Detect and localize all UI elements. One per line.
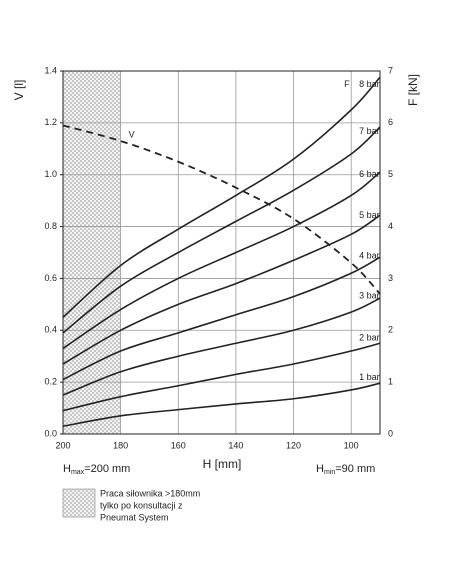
- y2-tick-label: 7: [388, 65, 393, 75]
- x-tick-label: 140: [228, 440, 243, 450]
- series-label: V: [129, 129, 135, 139]
- series-label: 7 bar: [359, 126, 380, 136]
- y2-tick-label: 0: [388, 428, 393, 438]
- y-axis-title: V [l]: [12, 80, 26, 101]
- h-min: Hmin=90 mm: [316, 463, 375, 476]
- y-tick-label: 0.8: [44, 221, 57, 231]
- h-max: Hmax=200 mm: [63, 463, 130, 476]
- series-label: 1 bar: [359, 372, 380, 382]
- y-tick-label: 1.0: [44, 169, 57, 179]
- h-symbol: H: [316, 463, 324, 475]
- y2-tick-label: 6: [388, 117, 393, 127]
- plot-frame: [62, 70, 381, 435]
- x-tick-label: 180: [113, 440, 128, 450]
- series-line: [62, 297, 381, 396]
- note-swatch: [62, 488, 96, 518]
- x-tick-label: 160: [171, 440, 186, 450]
- h-text: =200 mm: [84, 463, 130, 475]
- note-line: tylko po konsultacji z: [100, 500, 183, 510]
- series-label: 4 bar: [359, 251, 380, 261]
- x-tick-label: 120: [286, 440, 301, 450]
- series-line: [62, 256, 381, 381]
- y-tick-label: 0.4: [44, 325, 57, 335]
- y2-tick-label: 4: [388, 221, 393, 231]
- y-tick-label: 0.2: [44, 377, 57, 387]
- series-label: 6 bar: [359, 169, 380, 179]
- series-line: [62, 124, 381, 295]
- series-line: [62, 171, 381, 350]
- y-tick-label: 1.2: [44, 117, 57, 127]
- note-line: Pneumat System: [100, 512, 169, 522]
- y-tick-label: 0.0: [44, 428, 57, 438]
- force-symbol: F: [344, 79, 350, 89]
- y2-tick-label: 1: [388, 377, 393, 387]
- y2-tick-label: 2: [388, 325, 393, 335]
- series-label: 5 bar: [359, 210, 380, 220]
- note-line: Praca siłownika >180mm: [100, 488, 200, 498]
- x-tick-label: 100: [344, 440, 359, 450]
- x-tick-label: 200: [55, 440, 70, 450]
- y2-tick-label: 5: [388, 169, 393, 179]
- h-sub: min: [324, 469, 335, 476]
- y2-tick-label: 3: [388, 273, 393, 283]
- y2-axis-title: F [kN]: [406, 74, 420, 106]
- y-tick-label: 0.6: [44, 273, 57, 283]
- series-label: 3 bar: [359, 291, 380, 301]
- h-sub: max: [71, 469, 85, 476]
- restricted-region: [63, 71, 121, 434]
- h-symbol: H: [63, 463, 71, 475]
- series-line: [62, 214, 381, 365]
- series-label: 2 bar: [359, 333, 380, 343]
- series-label: 8 bar: [359, 79, 380, 89]
- series-line: [62, 76, 381, 318]
- series-line: [62, 382, 381, 428]
- series-line: [62, 342, 381, 412]
- series-line: [62, 126, 381, 334]
- x-axis-title: H [mm]: [203, 457, 242, 471]
- h-text: =90 mm: [335, 463, 375, 475]
- y-tick-label: 1.4: [44, 65, 57, 75]
